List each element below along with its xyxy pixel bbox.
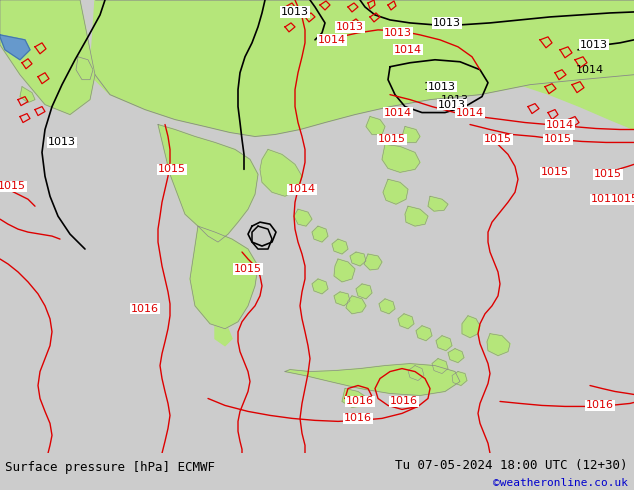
- Text: 1016: 1016: [390, 396, 418, 406]
- Text: 1016: 1016: [586, 400, 614, 411]
- Polygon shape: [190, 226, 258, 329]
- Text: 1016: 1016: [131, 304, 159, 314]
- Text: 1014: 1014: [394, 45, 422, 55]
- Polygon shape: [285, 364, 460, 395]
- Polygon shape: [90, 0, 634, 137]
- Polygon shape: [383, 179, 408, 204]
- Polygon shape: [364, 254, 382, 270]
- Text: 1015: 1015: [544, 134, 572, 145]
- Polygon shape: [452, 371, 467, 386]
- Text: 1013: 1013: [424, 82, 452, 92]
- Polygon shape: [342, 389, 368, 407]
- Polygon shape: [436, 336, 452, 351]
- Text: 1014: 1014: [384, 108, 412, 118]
- Text: 1015: 1015: [541, 167, 569, 177]
- Polygon shape: [0, 0, 95, 115]
- Polygon shape: [20, 87, 35, 102]
- Text: Tu 07-05-2024 18:00 UTC (12+30): Tu 07-05-2024 18:00 UTC (12+30): [395, 459, 628, 471]
- Text: 1013: 1013: [438, 99, 466, 110]
- Text: 1013: 1013: [441, 95, 469, 105]
- Text: 1016: 1016: [346, 396, 374, 406]
- Text: 1015: 1015: [234, 264, 262, 274]
- Text: 1013: 1013: [580, 40, 608, 50]
- Text: 1015: 1015: [378, 134, 406, 145]
- Polygon shape: [334, 259, 355, 282]
- Polygon shape: [0, 35, 30, 60]
- Text: 1013: 1013: [384, 28, 412, 38]
- Text: 1015: 1015: [611, 194, 634, 204]
- Text: 1014: 1014: [456, 108, 484, 118]
- Text: 1015: 1015: [594, 170, 622, 179]
- Text: 1014: 1014: [546, 120, 574, 129]
- Text: 1013: 1013: [281, 8, 309, 18]
- Polygon shape: [76, 57, 93, 80]
- Text: 1013: 1013: [433, 18, 461, 28]
- Text: 1015: 1015: [158, 164, 186, 174]
- Polygon shape: [416, 326, 432, 341]
- Text: 1016: 1016: [344, 414, 372, 423]
- Polygon shape: [448, 349, 464, 363]
- Polygon shape: [366, 117, 385, 134]
- Polygon shape: [382, 145, 420, 172]
- Text: 1013: 1013: [433, 20, 461, 30]
- Polygon shape: [379, 299, 395, 314]
- Polygon shape: [332, 239, 348, 254]
- Polygon shape: [408, 366, 424, 381]
- Polygon shape: [398, 314, 414, 329]
- Polygon shape: [350, 252, 366, 266]
- Polygon shape: [334, 292, 350, 306]
- Polygon shape: [462, 316, 480, 338]
- Text: ©weatheronline.co.uk: ©weatheronline.co.uk: [493, 478, 628, 489]
- Polygon shape: [356, 284, 372, 299]
- Polygon shape: [260, 149, 302, 196]
- Text: 1013: 1013: [580, 42, 608, 52]
- Polygon shape: [432, 359, 448, 373]
- Polygon shape: [487, 334, 510, 356]
- Polygon shape: [405, 206, 428, 226]
- Text: 1013: 1013: [336, 22, 364, 32]
- Text: 1013: 1013: [428, 82, 456, 92]
- Polygon shape: [520, 0, 634, 129]
- Polygon shape: [158, 124, 258, 242]
- Text: 1014: 1014: [318, 35, 346, 45]
- Text: 1015: 1015: [0, 181, 26, 191]
- Polygon shape: [402, 126, 420, 143]
- Text: 1015: 1015: [484, 134, 512, 145]
- Text: Surface pressure [hPa] ECMWF: Surface pressure [hPa] ECMWF: [5, 461, 215, 474]
- Polygon shape: [428, 196, 448, 211]
- Text: 1014: 1014: [576, 65, 604, 75]
- Polygon shape: [312, 279, 328, 294]
- Text: 1013: 1013: [281, 7, 309, 17]
- Polygon shape: [294, 209, 312, 226]
- Text: 1015: 1015: [591, 194, 619, 204]
- Text: 1014: 1014: [288, 184, 316, 194]
- Polygon shape: [346, 296, 366, 314]
- Polygon shape: [215, 326, 232, 345]
- Text: 1013: 1013: [51, 140, 79, 149]
- Text: 1013: 1013: [48, 138, 76, 147]
- Polygon shape: [312, 226, 328, 242]
